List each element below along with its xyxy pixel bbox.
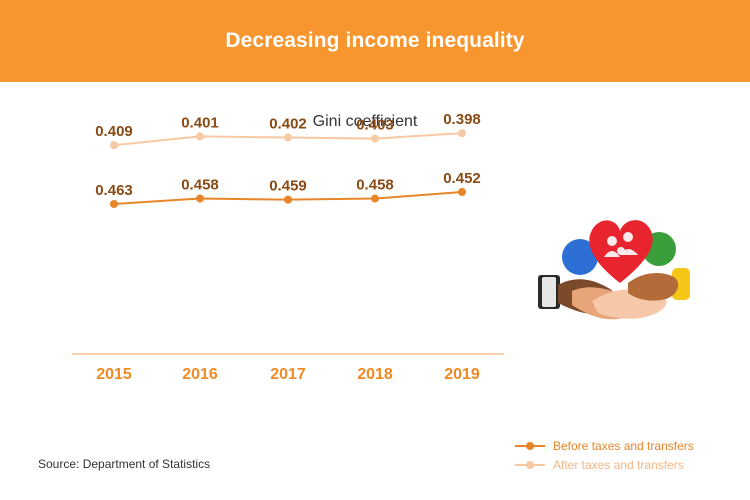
legend-swatch-after xyxy=(515,460,545,470)
x-tick-label: 2019 xyxy=(444,366,480,383)
data-point xyxy=(458,129,466,138)
data-label: 0.452 xyxy=(443,170,481,187)
header-banner: Decreasing income inequality xyxy=(0,0,750,82)
legend-label-after: After taxes and transfers xyxy=(553,457,684,472)
data-point xyxy=(110,200,118,208)
data-point xyxy=(196,132,204,141)
legend-item-after: After taxes and transfers xyxy=(515,455,694,474)
x-tick-label: 2015 xyxy=(96,366,132,383)
data-label: 0.458 xyxy=(181,177,219,194)
legend-label-before: Before taxes and transfers xyxy=(553,438,694,453)
x-tick-label: 2016 xyxy=(182,366,218,383)
data-label: 0.409 xyxy=(95,123,133,140)
hands-heart-family-icon xyxy=(538,220,690,320)
data-point xyxy=(284,133,292,142)
data-label: 0.402 xyxy=(269,116,307,133)
x-tick-label: 2017 xyxy=(270,366,306,383)
chart-title: Gini coefficient xyxy=(312,113,418,130)
page-title: Decreasing income inequality xyxy=(225,29,525,52)
data-label: 0.403 xyxy=(356,117,394,134)
data-label: 0.458 xyxy=(356,177,394,194)
data-label: 0.459 xyxy=(269,178,307,195)
data-label: 0.463 xyxy=(95,182,133,199)
data-label: 0.398 xyxy=(443,111,481,128)
data-point xyxy=(371,134,379,143)
x-tick-label: 2018 xyxy=(357,366,393,383)
chart-legend: Before taxes and transfers After taxes a… xyxy=(515,436,694,474)
data-point xyxy=(371,194,379,203)
source-note: Source: Department of Statistics xyxy=(38,457,211,471)
legend-swatch-before xyxy=(515,441,545,451)
data-label: 0.401 xyxy=(181,114,219,131)
data-point xyxy=(284,195,292,204)
data-point xyxy=(196,194,204,203)
data-point xyxy=(110,141,118,150)
legend-item-before: Before taxes and transfers xyxy=(515,436,694,455)
data-point xyxy=(458,188,466,197)
